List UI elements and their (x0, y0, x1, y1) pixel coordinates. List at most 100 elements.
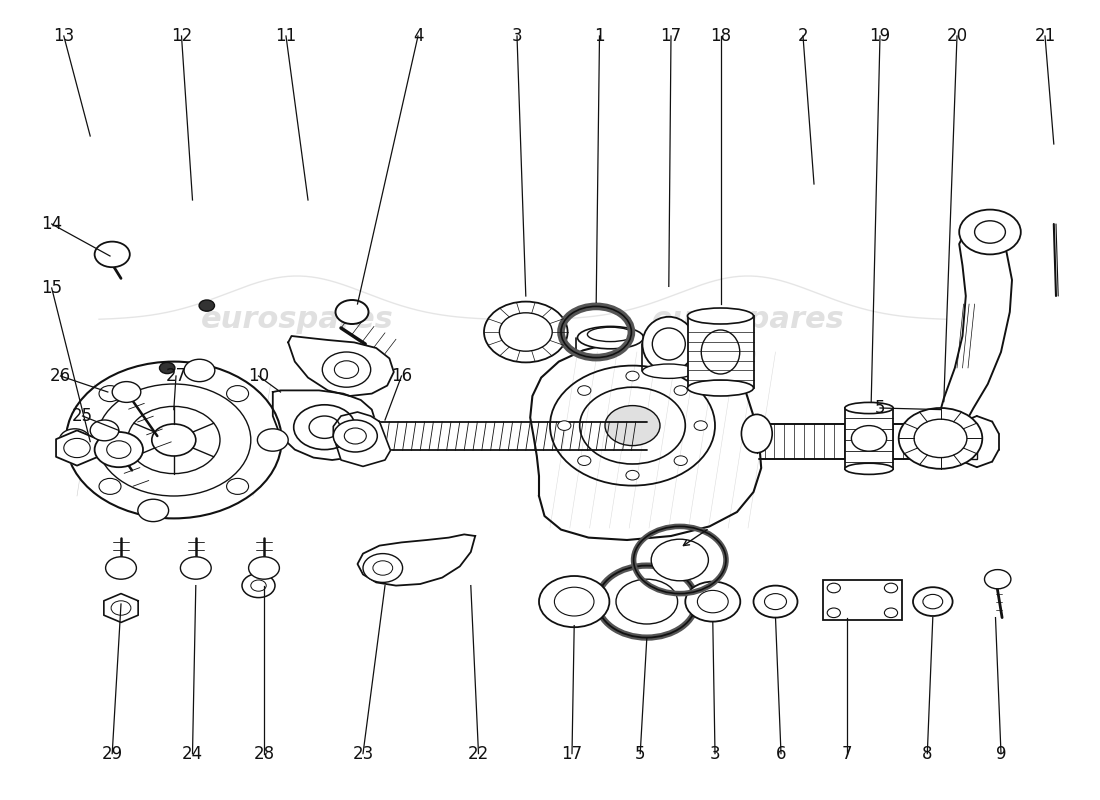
Circle shape (626, 371, 639, 381)
Text: eurospares: eurospares (200, 306, 394, 334)
Circle shape (827, 608, 840, 618)
Text: 22: 22 (468, 745, 490, 762)
Circle shape (959, 210, 1021, 254)
Text: 15: 15 (41, 279, 63, 297)
Text: 1: 1 (594, 27, 605, 45)
Text: 27: 27 (165, 367, 187, 385)
Circle shape (626, 470, 639, 480)
Circle shape (112, 382, 141, 402)
Text: 3: 3 (512, 27, 522, 45)
Circle shape (605, 406, 660, 446)
Circle shape (884, 583, 898, 593)
Text: 14: 14 (41, 215, 63, 233)
Circle shape (333, 420, 377, 452)
Circle shape (578, 456, 591, 466)
Text: 17: 17 (660, 27, 682, 45)
Text: 16: 16 (390, 367, 412, 385)
Text: 6: 6 (776, 745, 786, 762)
Circle shape (651, 539, 708, 581)
Text: eurospares: eurospares (651, 306, 845, 334)
Circle shape (322, 352, 371, 387)
Circle shape (180, 557, 211, 579)
Text: 3: 3 (710, 745, 720, 762)
Bar (845, 408, 893, 469)
Text: 28: 28 (253, 745, 275, 762)
Polygon shape (273, 390, 376, 460)
Circle shape (249, 557, 279, 579)
Circle shape (616, 579, 678, 624)
Circle shape (99, 478, 121, 494)
Circle shape (899, 408, 982, 469)
Text: 21: 21 (1034, 27, 1056, 45)
Circle shape (242, 574, 275, 598)
Circle shape (199, 300, 214, 311)
Text: 26: 26 (50, 367, 72, 385)
Circle shape (913, 587, 953, 616)
Text: 4: 4 (412, 27, 424, 45)
Circle shape (884, 608, 898, 618)
Circle shape (138, 499, 168, 522)
Text: 10: 10 (248, 367, 270, 385)
Circle shape (558, 421, 571, 430)
Polygon shape (103, 594, 139, 622)
Circle shape (257, 429, 288, 451)
Text: 7: 7 (842, 745, 852, 762)
Text: 9: 9 (996, 745, 1006, 762)
Polygon shape (288, 336, 394, 396)
Text: 25: 25 (72, 407, 94, 425)
Ellipse shape (688, 380, 754, 396)
Circle shape (184, 359, 214, 382)
Text: 5: 5 (874, 399, 886, 417)
Circle shape (685, 582, 740, 622)
Text: 12: 12 (170, 27, 192, 45)
Circle shape (152, 424, 196, 456)
Ellipse shape (642, 317, 695, 371)
Circle shape (484, 302, 568, 362)
Text: 18: 18 (710, 27, 732, 45)
Text: 5: 5 (635, 745, 646, 762)
Text: 24: 24 (182, 745, 204, 762)
Ellipse shape (578, 326, 644, 349)
Ellipse shape (642, 364, 695, 378)
Text: 17: 17 (561, 745, 583, 762)
Text: 13: 13 (53, 27, 75, 45)
Circle shape (851, 426, 887, 451)
Bar (823, 580, 902, 620)
Circle shape (95, 432, 143, 467)
Circle shape (754, 586, 798, 618)
Circle shape (160, 362, 175, 374)
Text: 23: 23 (352, 745, 374, 762)
Circle shape (674, 386, 688, 395)
Polygon shape (530, 340, 761, 540)
Circle shape (363, 554, 403, 582)
Polygon shape (937, 224, 1012, 436)
Bar (688, 316, 754, 388)
Ellipse shape (688, 308, 754, 324)
Polygon shape (333, 412, 390, 466)
Circle shape (539, 576, 609, 627)
Circle shape (578, 386, 591, 395)
Circle shape (106, 557, 136, 579)
Ellipse shape (845, 402, 893, 414)
Circle shape (99, 386, 121, 402)
Bar (957, 424, 977, 459)
Ellipse shape (741, 414, 772, 453)
Circle shape (336, 300, 368, 324)
Circle shape (694, 421, 707, 430)
Circle shape (227, 386, 249, 402)
Text: 8: 8 (922, 745, 933, 762)
Text: 2: 2 (798, 27, 808, 45)
Circle shape (674, 456, 688, 466)
Ellipse shape (587, 327, 634, 342)
Circle shape (90, 420, 119, 441)
Circle shape (227, 478, 249, 494)
Circle shape (984, 570, 1011, 589)
Polygon shape (56, 430, 98, 466)
Circle shape (95, 242, 130, 267)
Circle shape (59, 429, 90, 451)
Ellipse shape (845, 463, 893, 474)
Text: 29: 29 (101, 745, 123, 762)
Text: 11: 11 (275, 27, 297, 45)
Circle shape (66, 362, 282, 518)
Text: 19: 19 (869, 27, 891, 45)
